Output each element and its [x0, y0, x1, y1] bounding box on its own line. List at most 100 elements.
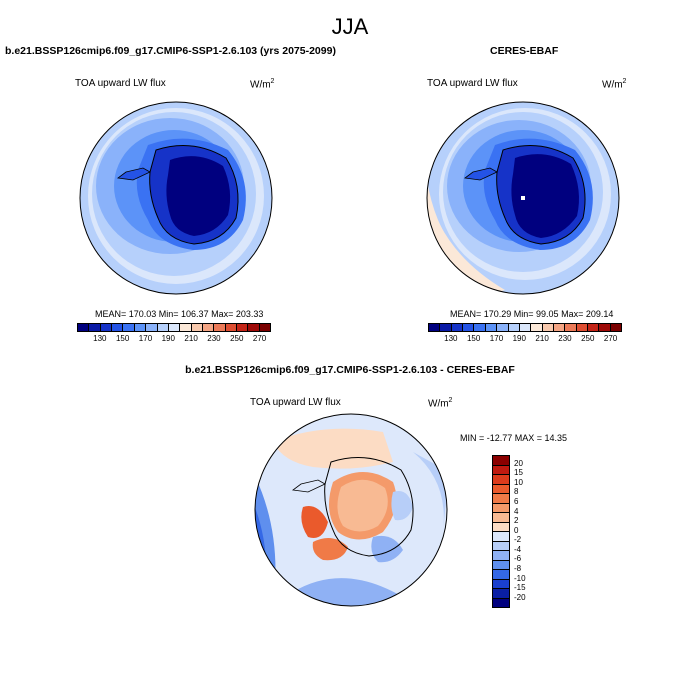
diff-colorbar-swatch — [493, 484, 509, 494]
obs-colorbar-tick-label: 250 — [581, 334, 595, 343]
diff-colorbar-swatch — [493, 570, 509, 580]
obs-colorbar-tick-label: 150 — [466, 334, 481, 343]
model-colorbar-tick-label: 190 — [161, 334, 175, 343]
diff-colorbar-swatch — [493, 494, 509, 504]
diff-colorbar-tick-label: -20 — [514, 592, 526, 602]
obs-colorbar-swatch — [531, 324, 543, 331]
model-colorbar-tick-label: 130 — [93, 334, 107, 343]
model-colorbar-tick-label: 250 — [230, 334, 244, 343]
model-colorbar-swatch — [123, 324, 135, 331]
model-colorbar-swatch — [237, 324, 249, 331]
model-colorbar-swatch — [225, 324, 238, 331]
model-colorbar-swatch — [89, 324, 101, 331]
model-colorbar-swatch — [100, 324, 113, 331]
obs-colorbar-swatch — [497, 324, 509, 331]
obs-colorbar-swatch — [463, 324, 475, 331]
diff-colorbar-swatch — [493, 579, 509, 589]
season-title: JJA — [331, 14, 369, 39]
obs-colorbar-tick-label: 230 — [558, 334, 572, 343]
obs-polar-map — [426, 101, 620, 295]
obs-colorbar-tick-label: 190 — [512, 334, 526, 343]
diff-colorbar-tick-label: 15 — [514, 468, 523, 478]
obs-colorbar-swatch — [519, 324, 532, 331]
diff-stats: MIN = -12.77 MAX = 14.35 — [460, 433, 568, 443]
model-colorbar-swatch — [146, 324, 158, 331]
model-colorbar-swatch — [202, 324, 215, 331]
obs-colorbar-swatch — [451, 324, 464, 331]
diff-colorbar-swatch — [493, 513, 509, 523]
obs-colorbar-swatch — [553, 324, 566, 331]
obs-colorbar-swatch — [588, 324, 600, 331]
diff-colorbar-swatch — [493, 456, 509, 466]
diff-colorbar-tick-label: -2 — [514, 535, 522, 545]
model-colorbar-tick-label: 230 — [207, 334, 221, 343]
diff-colorbar-tick-label: 20 — [514, 458, 523, 468]
obs-colorbar-swatch — [576, 324, 589, 331]
model-polar-map — [79, 101, 273, 295]
diff-colorbar-tick-label: 0 — [514, 525, 519, 535]
model-colorbar-swatch — [248, 324, 260, 331]
model-colorbar-swatch — [259, 324, 271, 331]
obs-variable-label: TOA upward LW flux — [427, 78, 518, 89]
diff-colorbar-tick-label: 8 — [514, 487, 519, 497]
diff-colorbar-swatch — [493, 598, 509, 607]
diff-colorbar-tick-label: -4 — [514, 544, 522, 554]
obs-unit-label: W/m2 — [602, 78, 627, 91]
model-unit-label: W/m2 — [250, 78, 275, 91]
obs-panel-title: CERES-EBAF — [490, 45, 559, 57]
obs-colorbar-tick-label: 210 — [535, 334, 549, 343]
obs-colorbar-swatch — [485, 324, 498, 331]
diff-colorbar-tick-label: 6 — [514, 497, 519, 507]
diff-variable-label: TOA upward LW flux — [250, 397, 341, 408]
diff-colorbar-swatch — [493, 560, 509, 570]
diff-polar-map — [254, 413, 448, 607]
model-colorbar: 130 150 170 190 210 230 250 270 — [77, 323, 271, 344]
obs-stats: MEAN= 170.29 Min= 99.05 Max= 209.14 — [450, 309, 614, 319]
obs-colorbar-tick-label: 270 — [603, 334, 618, 343]
diff-colorbar-tick-label: 2 — [514, 516, 519, 526]
model-colorbar-swatch — [214, 324, 226, 331]
model-colorbar-tick-label: 270 — [252, 334, 267, 343]
diff-colorbar-swatch — [493, 465, 509, 475]
diff-colorbar-swatch — [493, 541, 509, 551]
obs-colorbar: 130 150 170 190 210 230 250 270 — [428, 323, 622, 344]
diff-colorbar-swatch — [493, 503, 509, 513]
model-variable-label: TOA upward LW flux — [75, 78, 166, 89]
obs-colorbar-swatch — [542, 324, 554, 331]
model-panel-title: b.e21.BSSP126cmip6.f09_g17.CMIP6-SSP1-2.… — [5, 45, 336, 57]
model-colorbar-tick-label: 170 — [138, 334, 153, 343]
diff-colorbar-tick-label: -15 — [514, 583, 526, 593]
diff-colorbar-tick-label: 4 — [514, 506, 519, 516]
diff-colorbar-tick-label: -10 — [514, 573, 526, 583]
model-colorbar-swatch — [168, 324, 181, 331]
obs-colorbar-tick-label: 130 — [444, 334, 458, 343]
diff-colorbar-swatch — [493, 589, 509, 599]
model-colorbar-tick-label: 210 — [184, 334, 198, 343]
model-colorbar-swatch — [112, 324, 124, 331]
model-colorbar-swatch — [191, 324, 203, 331]
model-colorbar-swatch — [180, 324, 192, 331]
obs-colorbar-swatch — [474, 324, 486, 331]
diff-colorbar-swatch — [493, 475, 509, 485]
diff-colorbar-tick-label: 10 — [514, 477, 523, 487]
diff-colorbar-swatch — [493, 522, 509, 532]
diff-colorbar-swatch — [493, 532, 509, 542]
model-colorbar-swatch — [157, 324, 169, 331]
obs-colorbar-swatch — [440, 324, 452, 331]
model-colorbar-tick-label: 150 — [115, 334, 130, 343]
obs-colorbar-swatch — [508, 324, 520, 331]
model-colorbar-swatch — [134, 324, 147, 331]
obs-colorbar-tick-label: 170 — [489, 334, 504, 343]
model-colorbar-swatch — [78, 324, 90, 331]
obs-colorbar-swatch — [599, 324, 611, 331]
diff-panel-title: b.e21.BSSP126cmip6.f09_g17.CMIP6-SSP1-2.… — [185, 364, 515, 376]
diff-colorbar-tick-label: -6 — [514, 554, 522, 564]
obs-colorbar-swatch — [565, 324, 577, 331]
obs-colorbar-swatch — [610, 324, 622, 331]
diff-unit-label: W/m2 — [428, 397, 453, 410]
diff-colorbar-tick-label: -8 — [514, 563, 522, 573]
model-stats: MEAN= 170.03 Min= 106.37 Max= 203.33 — [95, 309, 264, 319]
diff-colorbar-swatch — [493, 551, 509, 561]
diff-colorbar: 20 15 10 8 6 4 2 0 -2 -4 -6 -8 -10 -15 -20 — [492, 455, 526, 608]
obs-colorbar-swatch — [429, 324, 441, 331]
